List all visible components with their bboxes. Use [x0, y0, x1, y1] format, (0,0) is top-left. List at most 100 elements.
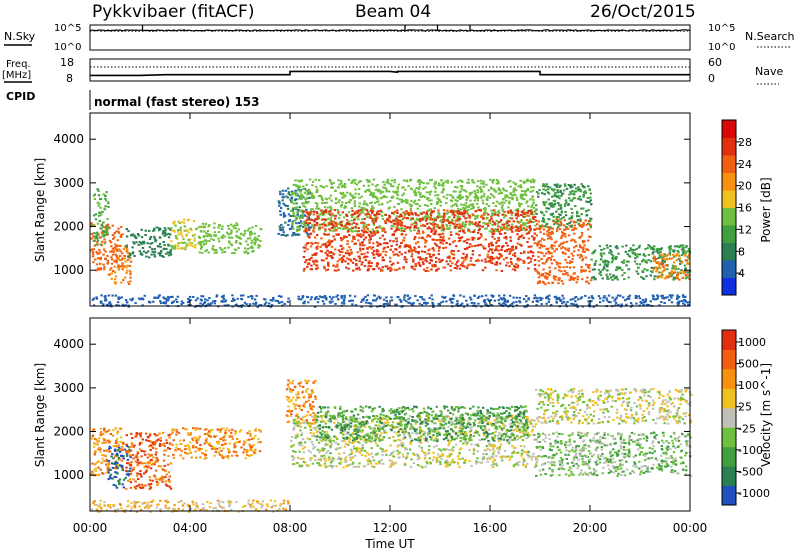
- heatmap-cell: [422, 231, 425, 234]
- heatmap-cell: [433, 207, 436, 210]
- heatmap-cell: [282, 212, 286, 215]
- heatmap-cell: [136, 451, 139, 454]
- heatmap-cell: [350, 207, 353, 210]
- heatmap-cell: [511, 268, 515, 271]
- heatmap-cell: [521, 193, 524, 196]
- heatmap-cell: [547, 257, 550, 260]
- heatmap-cell: [308, 196, 311, 199]
- heatmap-cell: [520, 190, 524, 192]
- heatmap-cell: [599, 271, 602, 273]
- heatmap-cell: [562, 266, 565, 269]
- heatmap-cell: [353, 196, 357, 199]
- heatmap-cell: [313, 305, 317, 308]
- heatmap-cell: [473, 244, 477, 247]
- heatmap-cell: [538, 228, 541, 231]
- heatmap-cell: [474, 215, 477, 218]
- heatmap-cell: [303, 192, 307, 195]
- heatmap-cell: [117, 256, 120, 259]
- heatmap-cell: [148, 461, 151, 464]
- freq-tick-bottom: 8: [66, 72, 73, 85]
- heatmap-cell: [140, 450, 143, 452]
- heatmap-cell: [556, 195, 559, 198]
- heatmap-cell: [91, 255, 95, 258]
- heatmap-cell: [135, 241, 138, 244]
- heatmap-cell: [153, 433, 156, 436]
- heatmap-cell: [116, 442, 119, 444]
- heatmap-cell: [543, 262, 546, 265]
- heatmap-cell: [415, 250, 418, 253]
- heatmap-cell: [351, 230, 354, 233]
- heatmap-cell: [156, 460, 159, 463]
- heatmap-cell: [572, 228, 576, 231]
- heatmap-cell: [668, 248, 671, 251]
- heatmap-cell: [615, 245, 618, 248]
- heatmap-cell: [572, 278, 575, 281]
- heatmap-cell: [129, 280, 132, 283]
- heatmap-cell: [305, 208, 308, 211]
- heatmap-cell: [451, 197, 455, 199]
- heatmap-cell: [674, 276, 678, 279]
- heatmap-cell: [310, 268, 314, 271]
- heatmap-cell: [422, 182, 425, 184]
- heatmap-cell: [404, 233, 408, 236]
- heatmap-cell: [367, 213, 370, 216]
- heatmap-cell: [347, 211, 351, 214]
- heatmap-cell: [677, 267, 680, 270]
- heatmap-cell: [495, 263, 498, 266]
- heatmap-cell: [455, 205, 459, 207]
- heatmap-cell: [350, 219, 353, 222]
- heatmap-cell: [253, 243, 256, 246]
- heatmap-cell: [511, 230, 514, 233]
- heatmap-cell: [362, 231, 366, 234]
- heatmap-cell: [454, 186, 457, 188]
- heatmap-cell: [461, 225, 464, 228]
- heatmap-cell: [99, 431, 103, 434]
- heatmap-cell: [153, 474, 156, 477]
- heatmap-cell: [611, 257, 614, 260]
- heatmap-cell: [537, 255, 540, 258]
- heatmap-cell: [490, 248, 494, 251]
- heatmap-cell: [531, 235, 534, 238]
- heatmap-cell: [497, 236, 500, 239]
- heatmap-cell: [516, 220, 520, 223]
- heatmap-cell: [592, 275, 595, 278]
- colorbar-swatch: [722, 155, 736, 173]
- heatmap-cell: [385, 190, 389, 193]
- heatmap-cell: [568, 279, 571, 282]
- heatmap-cell: [364, 202, 367, 205]
- heatmap-cell: [283, 204, 287, 207]
- heatmap-cell: [497, 187, 501, 190]
- heatmap-cell: [190, 242, 194, 245]
- heatmap-cell: [376, 262, 379, 265]
- heatmap-cell: [114, 243, 117, 246]
- heatmap-cell: [598, 245, 601, 248]
- heatmap-cell: [121, 445, 124, 448]
- heatmap-cell: [606, 269, 609, 272]
- heatmap-cell: [292, 215, 295, 217]
- heatmap-cell: [102, 193, 105, 196]
- heatmap-cell: [505, 248, 509, 251]
- heatmap-cell: [418, 236, 421, 239]
- heatmap-cell: [213, 231, 217, 234]
- heatmap-cell: [572, 193, 576, 195]
- heatmap-cell: [628, 294, 632, 297]
- heatmap-cell: [468, 238, 471, 241]
- heatmap-cell: [124, 476, 127, 479]
- heatmap-cell: [406, 199, 409, 202]
- heatmap-cell: [310, 219, 313, 222]
- heatmap-cell: [390, 263, 393, 266]
- heatmap-cell: [524, 211, 527, 214]
- heatmap-cell: [480, 196, 483, 199]
- heatmap-cell: [550, 214, 553, 217]
- heatmap-cell: [92, 304, 96, 307]
- heatmap-cell: [466, 195, 470, 198]
- heatmap-cell: [471, 263, 474, 266]
- heatmap-cell: [186, 243, 189, 246]
- heatmap-cell: [604, 260, 607, 263]
- heatmap-cell: [495, 269, 498, 272]
- heatmap-cell: [105, 450, 108, 452]
- heatmap-cell: [450, 221, 454, 224]
- heatmap-cell: [672, 253, 675, 256]
- heatmap-cell: [99, 433, 102, 436]
- heatmap-cell: [292, 183, 295, 186]
